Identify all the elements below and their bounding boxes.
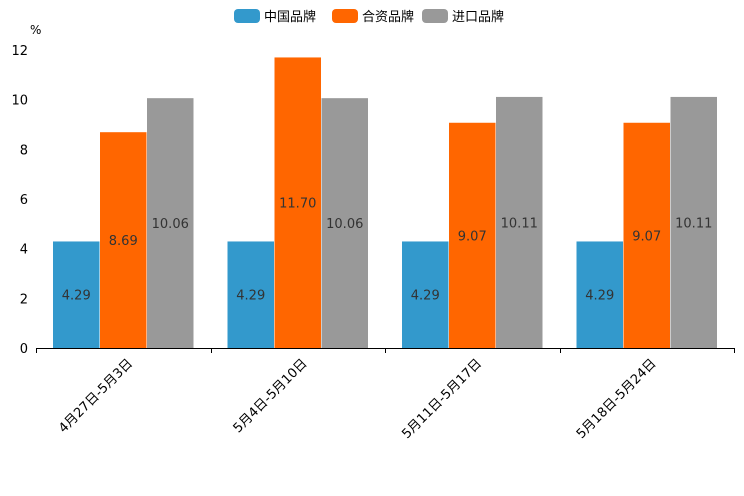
legend-swatch-2[interactable] xyxy=(422,9,448,23)
data-label-0-1: 4.29 xyxy=(236,289,265,304)
y-tick-label-1: 2 xyxy=(20,292,28,307)
data-label-2-0: 10.06 xyxy=(152,217,189,232)
data-label-2-1: 10.06 xyxy=(326,217,363,232)
bar-2-3[interactable] xyxy=(670,96,718,348)
y-tick-label-3: 6 xyxy=(20,193,28,208)
x-category-label-1: 5月4日-5月10日 xyxy=(231,356,311,436)
data-label-1-0: 8.69 xyxy=(109,234,138,249)
bar-1-3[interactable] xyxy=(623,122,671,349)
bar-0-3[interactable] xyxy=(576,241,624,348)
legend-swatch-1[interactable] xyxy=(332,9,358,23)
bar-1-0[interactable] xyxy=(100,132,147,348)
bar-0-1[interactable] xyxy=(227,241,275,348)
bar-2-1[interactable] xyxy=(321,98,369,348)
legend-label-2[interactable]: 进口品牌 xyxy=(452,9,504,25)
y-tick-label-2: 4 xyxy=(20,243,28,258)
y-axis-ticks: 0 2 4 6 8 10 12 xyxy=(11,44,28,357)
data-label-0-2: 4.29 xyxy=(411,289,440,304)
data-label-0-0: 4.29 xyxy=(62,289,91,304)
x-axis: 4月27日-5月3日 5月4日-5月10日 5月11日-5月17日 5月18日-5月2… xyxy=(36,348,735,442)
legend-label-0[interactable]: 中国品牌 xyxy=(264,9,316,25)
x-category-label-3: 5月18日-5月24日 xyxy=(574,356,660,442)
legend: 中国品牌 合资品牌 进口品牌 xyxy=(234,9,504,25)
legend-swatch-0[interactable] xyxy=(234,9,260,23)
bar-1-1[interactable] xyxy=(274,57,322,348)
data-label-1-3: 9.07 xyxy=(632,229,661,244)
legend-label-1[interactable]: 合资品牌 xyxy=(362,9,414,25)
y-axis-unit: % xyxy=(30,23,41,37)
bar-0-2[interactable] xyxy=(402,241,449,348)
x-category-label-2: 5月11日-5月17日 xyxy=(399,356,485,442)
y-tick-label-4: 8 xyxy=(20,143,28,158)
bars: 4.29 8.69 10.06 4.29 11.70 10.06 4.29 9.07 10.11… xyxy=(53,57,718,349)
bar-0-0[interactable] xyxy=(53,241,100,348)
bar-2-0[interactable] xyxy=(147,98,194,348)
bar-1-2[interactable] xyxy=(449,122,496,349)
bar-2-2[interactable] xyxy=(496,96,543,348)
y-tick-label-5: 10 xyxy=(11,94,28,109)
data-label-2-2: 10.11 xyxy=(501,216,538,231)
data-label-2-3: 10.11 xyxy=(675,216,712,231)
y-tick-label-6: 12 xyxy=(11,44,28,59)
x-category-label-0: 4月27日-5月3日 xyxy=(56,356,136,436)
data-label-0-3: 4.29 xyxy=(585,289,614,304)
data-label-1-1: 11.70 xyxy=(279,197,316,212)
data-label-1-2: 9.07 xyxy=(458,229,487,244)
y-tick-label-0: 0 xyxy=(20,342,28,357)
